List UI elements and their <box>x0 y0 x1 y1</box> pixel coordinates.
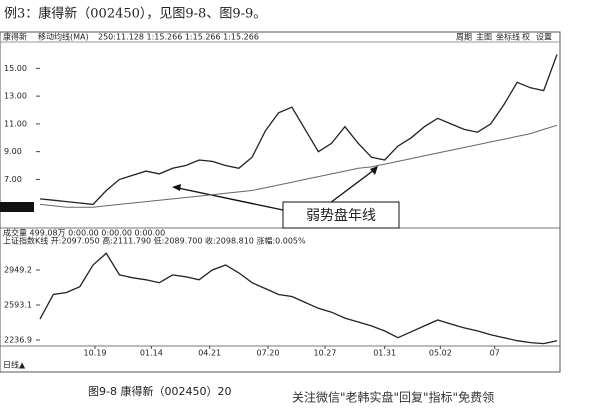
y-tick-label: 7.00 <box>4 175 22 184</box>
y-tick-label: 15.00 <box>4 64 27 73</box>
watermark: 关注微信"老韩实盘"回复"指标"免费领 <box>292 390 494 405</box>
arrow <box>329 169 375 204</box>
indicator-name: 移动均线(MA) <box>38 32 89 42</box>
x-tick-label: 01.14 <box>140 349 163 358</box>
y-tick-label: 13.00 <box>4 92 27 101</box>
ma-values: 250:11.128 1:15.266 1:15.266 1:15.266 <box>98 33 259 42</box>
x-tick-label: 07 <box>490 349 500 358</box>
annotation-box <box>282 201 400 229</box>
period: 日线▲ <box>3 360 26 370</box>
series-line <box>39 124 558 208</box>
arrowhead <box>370 166 378 175</box>
arrow <box>177 187 284 211</box>
index-line: 上证指数K线 开:2097.050 高:2111.790 低:2089.700 … <box>3 236 306 246</box>
menu-item[interactable]: 权 <box>522 32 530 42</box>
x-tick-label: 07.20 <box>257 349 280 358</box>
series-line <box>39 54 558 206</box>
menu-item[interactable]: 主图 <box>476 32 492 42</box>
caption: 图9-8 康得新（002450）20 <box>88 384 231 398</box>
current-price-box <box>0 202 34 212</box>
window-frame <box>0 31 561 373</box>
annotation: 弱势盘年线 <box>306 207 376 224</box>
y-tick-label: 2236.9 <box>4 336 32 345</box>
y-tick-label: 2593.1 <box>4 301 32 310</box>
y-tick-label: 11.00 <box>4 119 27 128</box>
x-tick-label: 04.21 <box>198 349 221 358</box>
x-tick-label: 10.19 <box>84 349 107 358</box>
y-tick-label: 2949.2 <box>4 266 32 275</box>
watermark-bg <box>285 386 600 408</box>
y-tick-label: 9.00 <box>4 147 22 156</box>
x-tick-label: 01.31 <box>373 349 396 358</box>
menu-item[interactable]: 坐标线 <box>496 32 520 42</box>
series-line <box>39 252 558 345</box>
x-tick-label: 10.27 <box>314 349 337 358</box>
arrowhead <box>172 184 181 191</box>
stock-name: 康得新 <box>3 32 27 42</box>
menu-item[interactable]: 设置 <box>536 32 552 42</box>
page-title: 例3：康得新（002450），见图9-8、图9-9。 <box>4 6 266 22</box>
volume-line: 成交量 499.08万 0:00.00 0:00.00 0:00.00 <box>3 228 165 238</box>
menu-item[interactable]: 周期 <box>456 33 472 42</box>
x-tick-label: 05.02 <box>429 349 452 358</box>
